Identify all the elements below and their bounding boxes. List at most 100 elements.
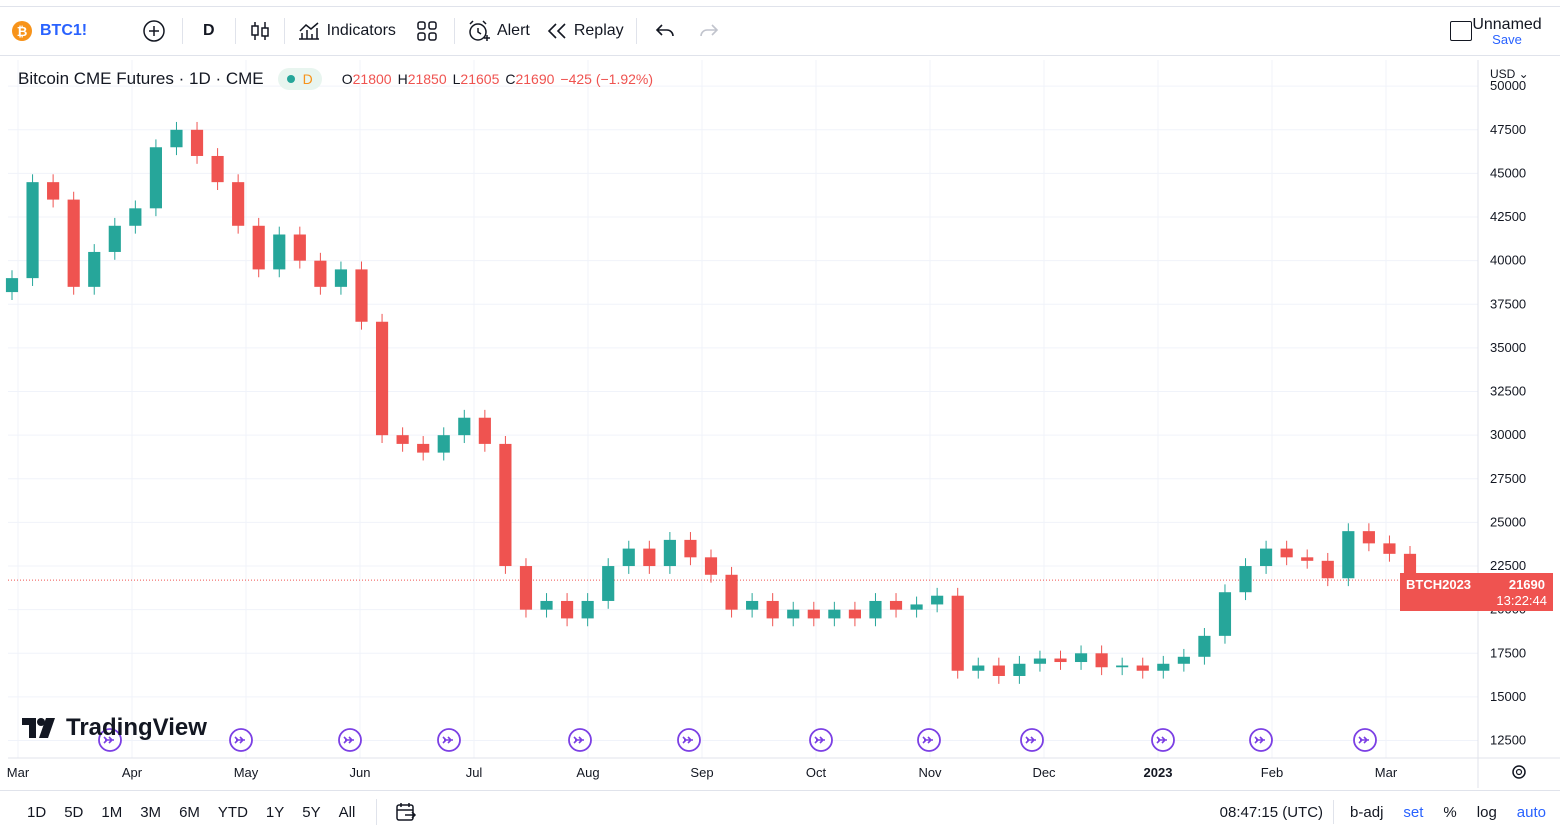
close-value: C21690 (505, 71, 555, 87)
range-button-ytd[interactable]: YTD (217, 803, 248, 821)
event-marker-icon[interactable] (677, 728, 701, 752)
candle-body (1157, 663, 1170, 671)
event-marker-icon[interactable] (1020, 728, 1044, 752)
log-button[interactable]: log (1476, 803, 1497, 821)
separator (1333, 800, 1335, 824)
event-marker-icon[interactable] (568, 728, 592, 752)
candle-body (293, 234, 306, 261)
price-tick: 22500 (1490, 558, 1526, 573)
candle-body (1177, 656, 1190, 664)
candle-body (828, 609, 841, 619)
fullscreen-icon[interactable] (1450, 21, 1472, 41)
delay-badge: D (302, 71, 313, 87)
ohlc-values: O21800 H21850 L21605 C21690 −425 (−1.92%… (342, 71, 653, 87)
event-marker-icon[interactable] (338, 728, 362, 752)
range-button-all[interactable]: All (338, 803, 356, 821)
price-tick: 37500 (1490, 296, 1526, 311)
candle-body (458, 417, 471, 436)
range-button-1m[interactable]: 1M (101, 803, 123, 821)
b-adj-button[interactable]: b-adj (1350, 803, 1384, 821)
layout-save-button[interactable]: Unnamed Save (1470, 16, 1544, 47)
event-marker-icon[interactable] (229, 728, 253, 752)
time-tick: 2023 (1144, 765, 1173, 780)
time-tick: Oct (806, 765, 827, 780)
range-button-6m[interactable]: 6M (179, 803, 200, 821)
interval-button[interactable]: D (203, 22, 215, 39)
candle-body (67, 199, 80, 287)
candle-body (787, 609, 800, 619)
price-chart[interactable]: USD ⌄50000 47500 45000 42500 40000 37500 35000… (0, 0, 1560, 790)
candle-body (170, 129, 183, 148)
candle-body (1321, 560, 1334, 579)
chart-type-button[interactable] (240, 13, 280, 49)
candle-body (643, 548, 656, 567)
scale-settings-icon[interactable] (1512, 765, 1526, 779)
date-range-button[interactable] (381, 794, 431, 830)
range-button-5d[interactable]: 5D (64, 803, 84, 821)
event-marker-icon[interactable] (98, 728, 122, 752)
candles-icon (250, 22, 269, 40)
event-marker-icon[interactable] (809, 728, 833, 752)
candle-body (190, 129, 204, 156)
candle-body (1033, 658, 1047, 664)
undo-button[interactable] (641, 13, 689, 49)
candle-body (561, 600, 574, 619)
bitcoin-icon: ₿ (12, 21, 32, 41)
tradingview-logo[interactable]: TradingView (22, 714, 207, 742)
time-tick: Apr (122, 765, 143, 780)
candle-body (375, 321, 389, 436)
time-tick: Mar (7, 765, 30, 780)
chart-legend: Bitcoin CME Futures · 1D · CME D O21800 … (18, 66, 653, 92)
alert-button[interactable]: Alert (459, 13, 538, 49)
percent-button[interactable]: % (1443, 803, 1457, 821)
candle-body (581, 600, 594, 619)
series-title[interactable]: Bitcoin CME Futures · 1D · CME (18, 69, 264, 88)
candle-body (1095, 653, 1108, 668)
candle-body (334, 269, 348, 287)
separator (635, 18, 637, 44)
range-button-5y[interactable]: 5Y (302, 803, 321, 821)
candle-body (26, 182, 39, 279)
candle-body (1116, 665, 1129, 668)
settlement-button[interactable]: set (1403, 803, 1424, 821)
time-tick: Nov (918, 765, 942, 780)
range-button-1y[interactable]: 1Y (265, 803, 285, 821)
replay-button[interactable]: Replay (538, 13, 632, 49)
price-tick: 45000 (1490, 165, 1526, 180)
candle-body (252, 225, 265, 270)
candle-body (149, 147, 162, 209)
range-button-1d[interactable]: 1D (27, 803, 47, 821)
bar-countdown: 13:22:44 (1496, 593, 1547, 608)
redo-button[interactable] (689, 13, 729, 49)
time-tick: Dec (1032, 765, 1056, 780)
grid (8, 60, 1478, 758)
event-marker-icon[interactable] (1151, 728, 1175, 752)
replay-icon (547, 23, 566, 39)
event-marker-icon[interactable] (917, 728, 941, 752)
candle-body (766, 600, 779, 619)
compare-button[interactable] (130, 13, 178, 49)
candle-body (1362, 531, 1375, 544)
price-tick: 15000 (1490, 689, 1526, 704)
symbol-search-button[interactable]: ₿ BTC1! (0, 13, 130, 49)
candle-body (1054, 658, 1067, 663)
layouts-button[interactable] (404, 13, 450, 49)
candle-body (1383, 543, 1396, 554)
candle-body (88, 251, 101, 287)
candle-body (1239, 566, 1252, 593)
market-status-pill[interactable]: D (277, 68, 322, 90)
candle-body (1260, 548, 1273, 567)
candle-body (931, 595, 944, 605)
time-tick: Sep (690, 765, 713, 780)
auto-button[interactable]: auto (1516, 803, 1546, 821)
separator (453, 18, 455, 44)
indicators-button[interactable]: Indicators (289, 13, 404, 49)
event-marker-icon[interactable] (1249, 728, 1273, 752)
event-marker-icon[interactable] (437, 728, 461, 752)
price-tick: 30000 (1490, 427, 1526, 442)
price-tick: 35000 (1490, 340, 1526, 355)
event-marker-icon[interactable] (1353, 728, 1377, 752)
time-tick: May (234, 765, 259, 780)
range-button-3m[interactable]: 3M (140, 803, 162, 821)
clock[interactable]: 08:47:15 (UTC) (1219, 803, 1324, 821)
